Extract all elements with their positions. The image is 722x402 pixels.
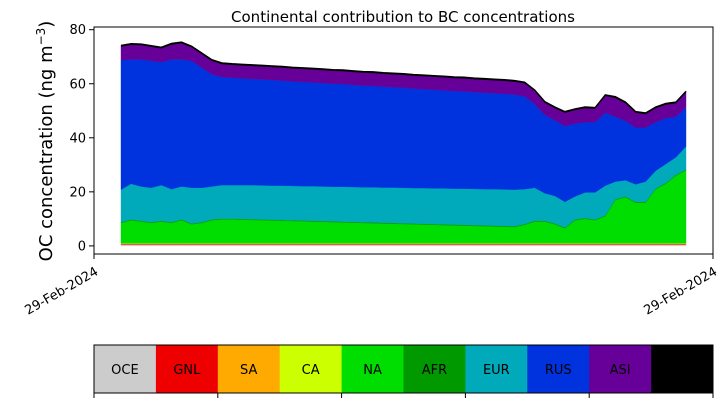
legend-label: NA	[363, 363, 382, 378]
legend-swatch-eur	[465, 345, 528, 393]
y-tick-label: 0	[78, 239, 86, 254]
stacked-areas	[120, 41, 687, 247]
legend-label: CA	[302, 363, 320, 378]
y-axis-label-superscript: −3	[34, 28, 48, 46]
y-axis-label-main: OC concentration (ng m	[36, 45, 57, 261]
legend-label: ASI	[610, 363, 631, 378]
total-outline	[120, 41, 687, 114]
legend-label: EUR	[483, 363, 510, 378]
legend-label: AFR	[422, 363, 447, 378]
x-axis: 29-Feb-2024 29-Feb-2024	[22, 254, 720, 318]
legend-swatch-aus	[651, 345, 714, 393]
legend-label: AUS	[669, 363, 696, 378]
y-tick-label: 20	[69, 185, 86, 200]
x-tick-label: 29-Feb-2024	[641, 264, 720, 318]
area-oce	[120, 244, 687, 247]
legend-swatch-sa	[217, 345, 280, 393]
y-tick-label: 40	[69, 131, 86, 146]
x-tick-label: 29-Feb-2024	[22, 264, 101, 318]
legend-swatch-oce	[94, 345, 157, 393]
legend-colorbar: OCE GNL SA CA NA AFR EUR RUS ASI AUS	[93, 344, 714, 398]
legend-label: OCE	[111, 363, 139, 378]
chart-title: Continental contribution to BC concentra…	[231, 8, 575, 26]
y-axis: 0 20 40 60 80	[69, 23, 94, 254]
legend-frame	[93, 344, 714, 394]
legend-swatch-asi	[589, 345, 652, 393]
legend-label: GNL	[173, 363, 201, 378]
y-axis-label: OC concentration (ng m−3)	[34, 21, 57, 262]
y-tick-label: 80	[69, 23, 86, 38]
legend-swatch-ca	[279, 345, 342, 393]
y-axis-label-close: )	[36, 21, 57, 28]
legend-swatch-na	[341, 345, 404, 393]
legend-swatch-afr	[403, 345, 466, 393]
legend-label: RUS	[545, 363, 572, 378]
legend-swatch-rus	[527, 345, 590, 393]
legend-swatch-gnl	[155, 345, 219, 393]
plot-frame	[93, 26, 714, 255]
legend-label: SA	[240, 363, 257, 378]
y-tick-label: 60	[69, 77, 86, 92]
